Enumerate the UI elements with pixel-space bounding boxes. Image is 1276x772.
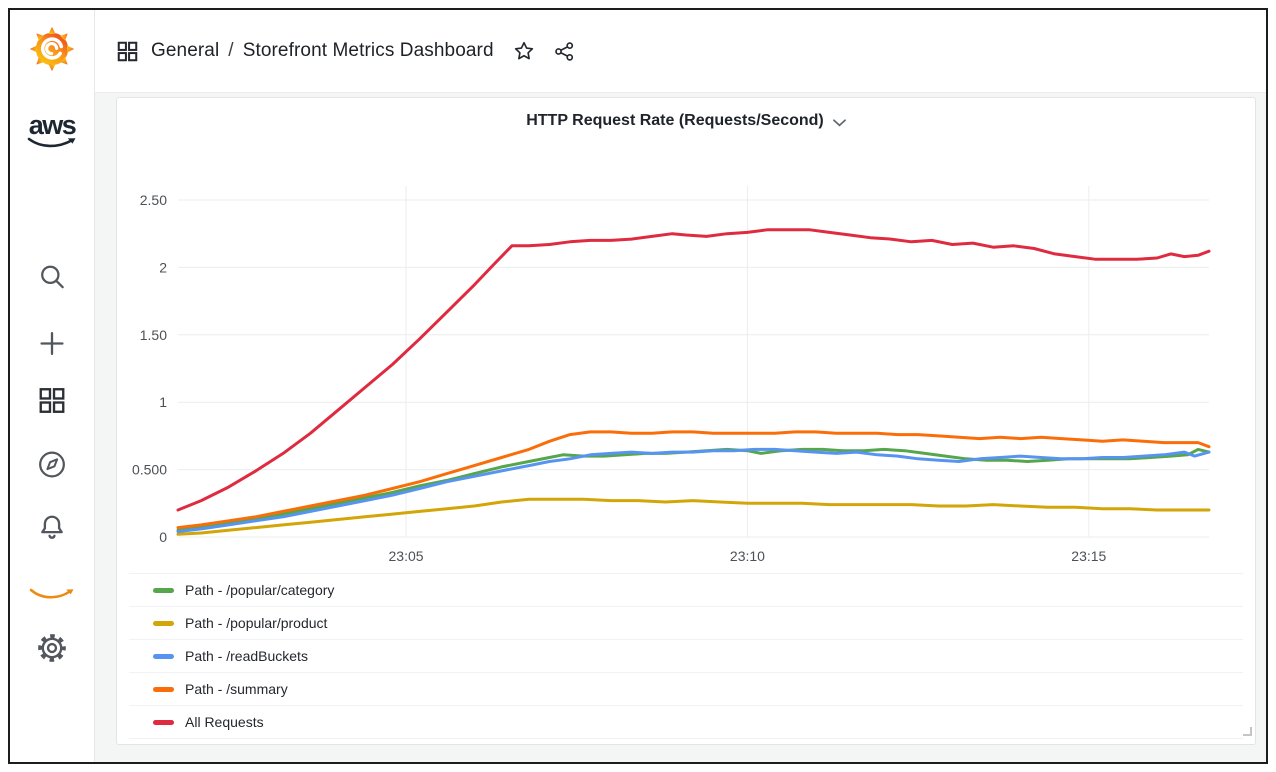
alerting-bell-icon[interactable] [38,513,66,541]
legend-label: Path - /popular/category [185,582,335,598]
panel-title-menu[interactable]: HTTP Request Rate (Requests/Second) [117,112,1255,130]
chart-legend: Path - /popular/category Path - /popular/… [129,573,1243,739]
configuration-gear-icon[interactable] [37,633,67,663]
breadcrumb-section[interactable]: General [151,40,220,61]
search-icon[interactable] [39,263,66,290]
series-line [176,430,1211,530]
x-axis-tick-label: 23:15 [1071,548,1106,564]
series-line [176,447,1211,532]
dashboard-grid-icon [117,41,138,62]
y-axis-tick-label: 2.50 [140,192,167,208]
y-axis-tick-label: 1.50 [140,327,167,343]
y-axis-tick-label: 0 [159,529,167,545]
y-axis-tick-label: 2 [159,259,167,275]
time-series-chart[interactable]: 0 0.500 1 1.50 2 2.50 23:05 23:10 23:15 [119,156,1247,572]
legend-swatch [153,686,174,692]
aws-logo-text: aws [28,110,77,140]
legend-item[interactable]: Path - /popular/category [129,574,1243,607]
series-line [176,447,1211,534]
legend-item[interactable]: Path - /readBuckets [129,640,1243,673]
legend-swatch [153,587,174,593]
legend-label: Path - /popular/product [185,615,328,631]
legend-item[interactable]: All Requests [129,706,1243,739]
legend-swatch [153,653,174,659]
legend-label: All Requests [185,714,264,730]
legend-label: Path - /summary [185,681,288,697]
y-axis-tick-label: 0.500 [132,462,167,478]
breadcrumb-separator: / [228,40,234,61]
star-icon[interactable] [513,40,535,62]
app-window: aws [8,8,1268,764]
chart-gridlines [178,186,1209,538]
explore-compass-icon[interactable] [38,450,67,479]
aws-smile-icon[interactable] [29,587,75,603]
legend-item[interactable]: Path - /summary [129,673,1243,706]
top-header: General / Storefront Metrics Dashboard [95,10,1266,93]
legend-swatch [153,719,174,725]
series-line [176,497,1211,536]
create-plus-icon[interactable] [40,331,65,356]
chart-series [176,228,1211,536]
legend-item[interactable]: Path - /popular/product [129,607,1243,640]
series-line [176,228,1211,512]
http-request-rate-panel: HTTP Request Rate (Requests/Second) 0 0.5… [116,97,1256,745]
panel-resize-handle[interactable] [1242,723,1252,741]
breadcrumb-page-title[interactable]: Storefront Metrics Dashboard [242,40,494,61]
breadcrumb: General / Storefront Metrics Dashboard [151,40,494,62]
legend-swatch [153,620,174,626]
share-icon[interactable] [554,41,575,62]
panel-title: HTTP Request Rate (Requests/Second) [526,112,824,129]
dashboard-canvas: HTTP Request Rate (Requests/Second) 0 0.5… [95,93,1266,762]
chevron-down-icon [832,118,846,127]
x-axis-tick-label: 23:10 [730,548,765,564]
chart-axis-labels: 0 0.500 1 1.50 2 2.50 23:05 23:10 23:15 [132,192,1107,564]
grafana-logo[interactable] [29,26,75,72]
chart-svg: 0 0.500 1 1.50 2 2.50 23:05 23:10 23:15 [132,186,1211,564]
aws-logo[interactable]: aws [26,110,78,151]
main-area: General / Storefront Metrics Dashboard [95,10,1266,762]
aws-smile-dark [27,137,76,148]
x-axis-tick-label: 23:05 [389,548,424,564]
dashboards-grid-icon[interactable] [39,387,66,414]
sidebar: aws [10,10,95,762]
y-axis-tick-label: 1 [159,394,167,410]
legend-label: Path - /readBuckets [185,648,308,664]
